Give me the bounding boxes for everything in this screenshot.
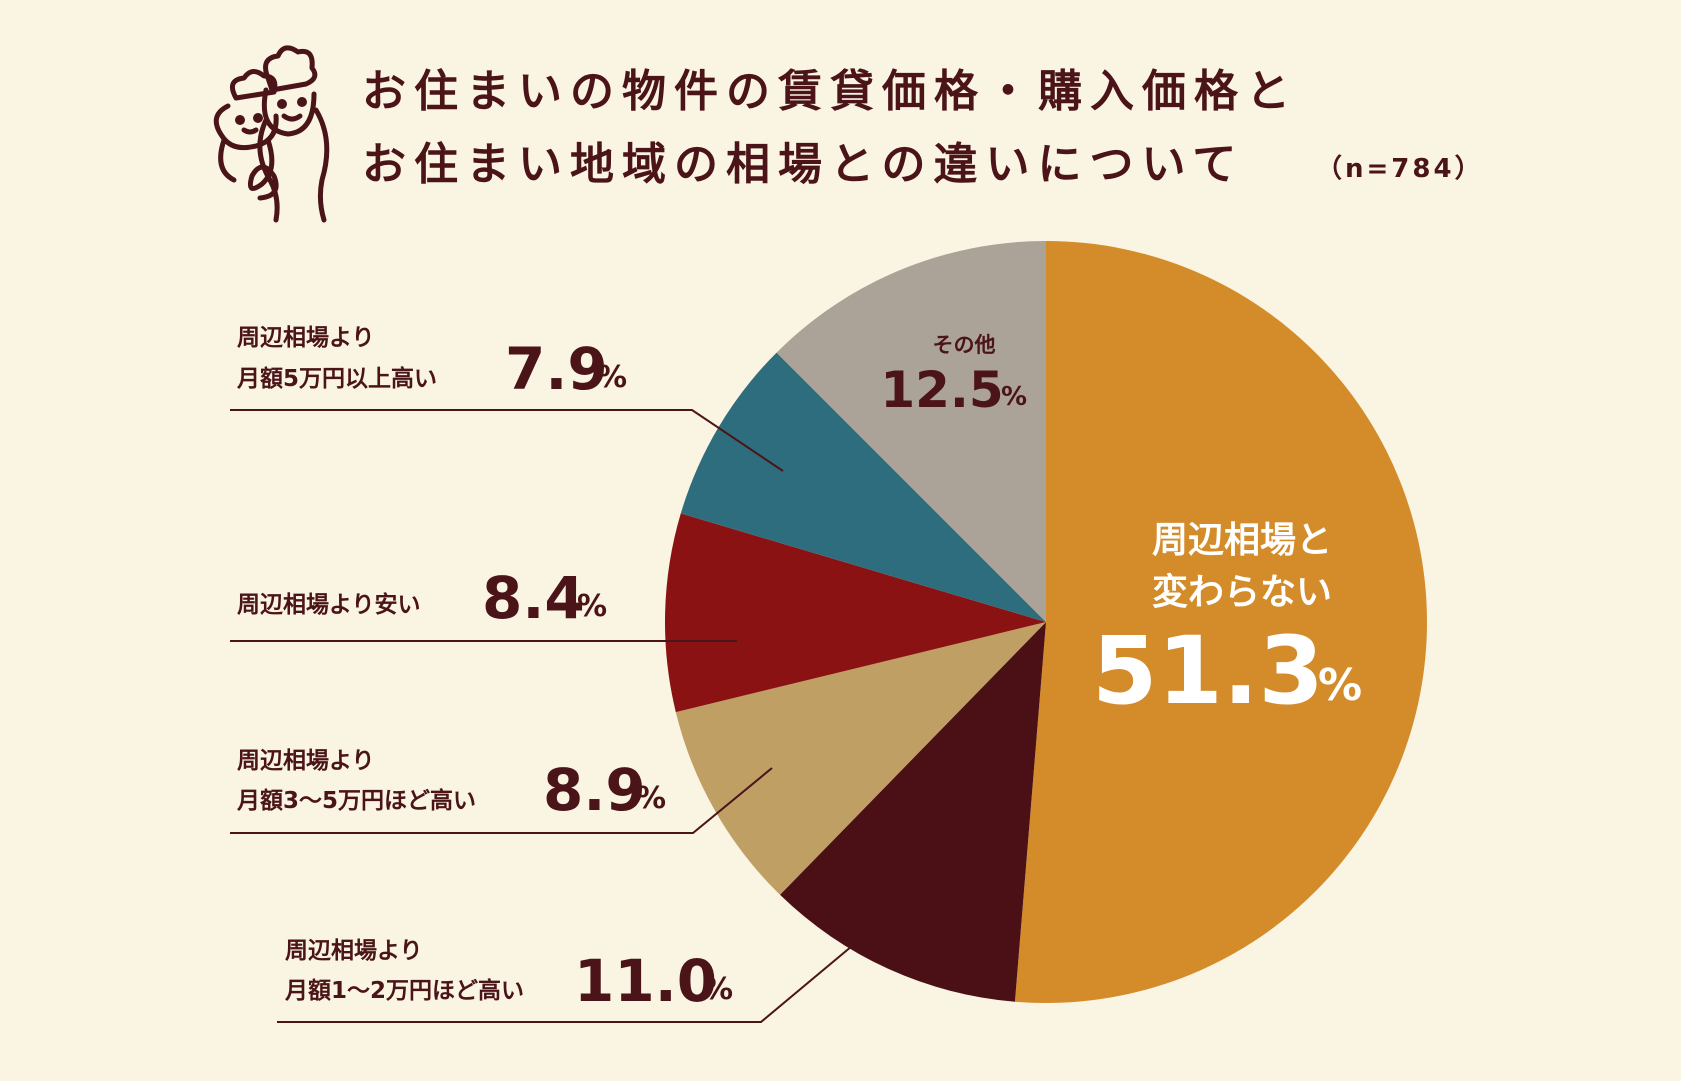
label-other: その他 12.5 % — [880, 333, 1027, 419]
label-unchanged-line2: 変わらない — [1152, 571, 1332, 613]
slice-other — [776, 241, 1046, 622]
label-other-line1: その他 — [933, 333, 996, 357]
pie-slices — [664, 241, 1427, 1003]
value-other: 12.5 — [880, 361, 1003, 419]
slice-over-5man — [680, 352, 1046, 622]
title-line-1: お住まいの物件の賃貸価格・購入価格と — [362, 66, 1298, 117]
label-3-5man: 周辺相場より 月額3〜5万円ほど高い 8.9 % — [236, 748, 666, 824]
unit-over-5man: % — [597, 360, 627, 395]
unit-cheaper: % — [577, 589, 607, 624]
leader-line-3-5man — [230, 767, 773, 834]
unit-unchanged: % — [1318, 660, 1362, 711]
value-3-5man: 8.9 — [543, 756, 646, 824]
unit-other: % — [1001, 382, 1027, 412]
slice-3-5man — [675, 622, 1046, 895]
label-unchanged-line1: 周辺相場と — [1152, 520, 1332, 561]
leader-line-1-2man — [277, 945, 853, 1023]
sample-size-label: （n=784） — [1316, 154, 1484, 184]
slice-unchanged — [1014, 241, 1427, 1003]
unit-1-2man: % — [703, 972, 733, 1007]
value-unchanged: 51.3 — [1092, 617, 1324, 726]
chef-mascots-icon — [213, 45, 330, 223]
slice-cheaper — [664, 513, 1046, 713]
label-3-5man-line1: 周辺相場より — [237, 748, 375, 774]
unit-3-5man: % — [636, 781, 666, 816]
label-1-2man: 周辺相場より 月額1〜2万円ほど高い 11.0 % — [284, 938, 733, 1015]
label-over-5man: 周辺相場より 月額5万円以上高い 7.9 % — [236, 325, 627, 403]
label-cheaper: 周辺相場より安い 8.4 % — [237, 564, 607, 632]
label-1-2man-line1: 周辺相場より — [285, 938, 423, 964]
slice-1-2man — [780, 622, 1046, 1002]
value-cheaper: 8.4 — [482, 564, 585, 632]
label-over-5man-line1: 周辺相場より — [237, 325, 375, 351]
leader-line-over-5man — [230, 409, 784, 472]
label-over-5man-line2: 月額5万円以上高い — [236, 365, 437, 392]
value-over-5man: 7.9 — [505, 335, 608, 403]
leader-lines — [230, 409, 853, 1023]
title-line-2: お住まい地域の相場との違いについて — [362, 139, 1244, 190]
label-unchanged: 周辺相場と 変わらない 51.3 % — [1092, 520, 1362, 726]
value-1-2man: 11.0 — [574, 947, 717, 1015]
label-1-2man-line2: 月額1〜2万円ほど高い — [284, 977, 524, 1004]
label-3-5man-line2: 月額3〜5万円ほど高い — [236, 787, 476, 814]
label-cheaper-line1: 周辺相場より安い — [237, 591, 421, 618]
